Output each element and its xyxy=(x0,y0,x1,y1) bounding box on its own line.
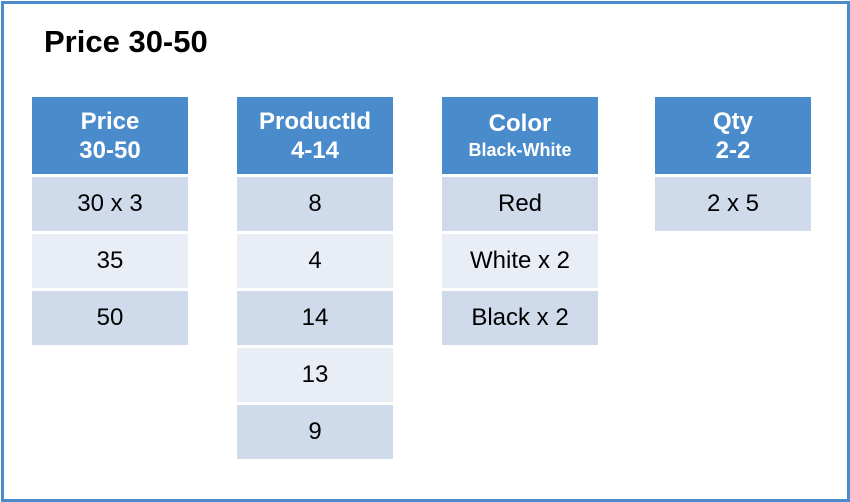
column-range: 4-14 xyxy=(290,136,340,164)
column-name: Price xyxy=(80,107,140,135)
value-cell: 50 xyxy=(32,291,188,345)
value-cell: 30 x 3 xyxy=(32,177,188,231)
column-name: Qty xyxy=(712,107,753,135)
value-cell: Black x 2 xyxy=(442,291,598,345)
column-name: Color xyxy=(488,110,552,137)
column-name: ProductId xyxy=(259,107,371,135)
column-header: Price 30-50 xyxy=(32,97,188,174)
column-range: 30-50 xyxy=(79,136,141,164)
value-cell: 14 xyxy=(237,291,393,345)
column-range: Black-White xyxy=(468,140,572,160)
page-title: Price 30-50 xyxy=(44,24,208,59)
value-cell: White x 2 xyxy=(442,234,598,288)
column-header: ProductId 4-14 xyxy=(237,97,393,174)
column-color: Color Black-White Red White x 2 Black x 2 xyxy=(442,97,598,345)
value-cell: 2 x 5 xyxy=(655,177,811,231)
value-cell: 9 xyxy=(237,405,393,459)
value-cell: Red xyxy=(442,177,598,231)
column-range: 2-2 xyxy=(715,136,751,164)
column-qty: Qty 2-2 2 x 5 xyxy=(655,97,811,231)
value-cell: 4 xyxy=(237,234,393,288)
column-header: Qty 2-2 xyxy=(655,97,811,174)
value-cell: 8 xyxy=(237,177,393,231)
column-price: Price 30-50 30 x 3 35 50 xyxy=(32,97,188,345)
column-productid: ProductId 4-14 8 4 14 13 9 xyxy=(237,97,393,459)
value-cell: 13 xyxy=(237,348,393,402)
column-header: Color Black-White xyxy=(442,97,598,174)
value-cell: 35 xyxy=(32,234,188,288)
